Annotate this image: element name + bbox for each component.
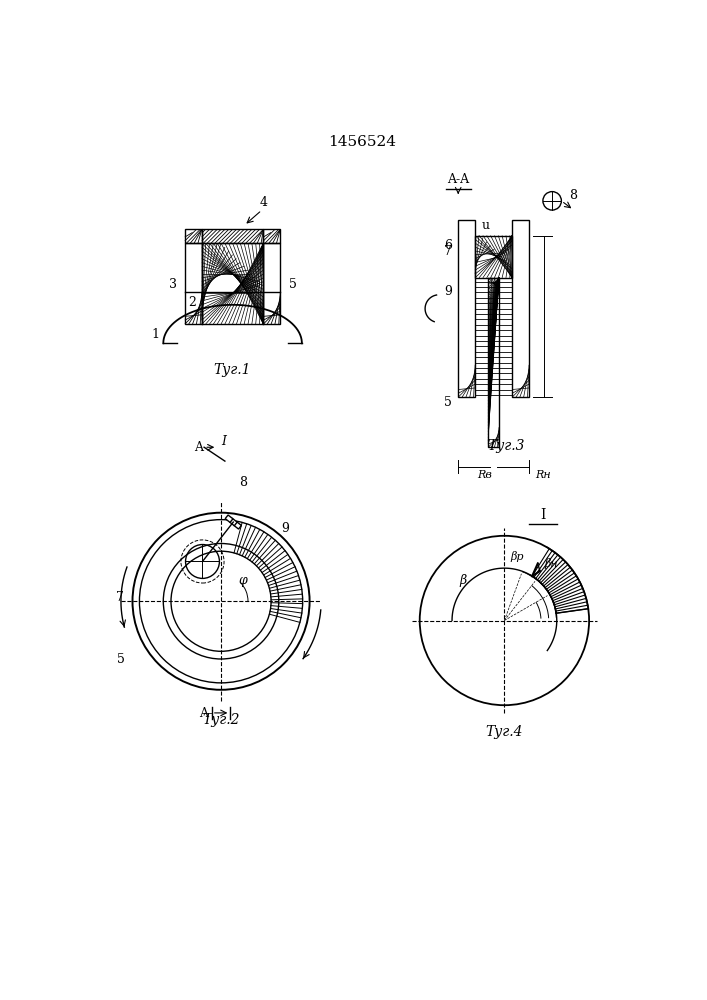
Text: Τуг.2: Τуг.2 — [202, 713, 240, 727]
Bar — [185, 229, 201, 243]
Bar — [264, 229, 281, 243]
Text: 3: 3 — [168, 278, 177, 291]
Text: β: β — [460, 574, 467, 587]
Text: 9: 9 — [444, 285, 452, 298]
Text: 7: 7 — [444, 245, 452, 258]
Text: A: A — [199, 707, 209, 720]
Text: 5: 5 — [444, 396, 452, 409]
Text: Τуг.1: Τуг.1 — [214, 363, 252, 377]
Text: A: A — [194, 441, 203, 454]
Text: 7: 7 — [115, 591, 124, 604]
Text: A-A: A-A — [447, 173, 469, 186]
Text: 2: 2 — [189, 296, 197, 309]
Bar — [185, 243, 201, 324]
Text: 8: 8 — [569, 189, 577, 202]
Text: 9: 9 — [281, 522, 289, 535]
Text: Τуг.4: Τуг.4 — [486, 725, 523, 739]
Bar — [458, 220, 475, 397]
Bar — [475, 235, 512, 278]
Text: Rн: Rн — [535, 470, 551, 480]
Bar — [201, 243, 264, 324]
Text: 8: 8 — [240, 476, 247, 489]
Bar — [512, 220, 529, 397]
Bar — [230, 518, 237, 526]
Text: 5: 5 — [288, 278, 297, 291]
Text: φ: φ — [238, 574, 247, 587]
Bar — [264, 243, 281, 324]
Text: 6: 6 — [444, 239, 452, 252]
Text: Τуг.3: Τуг.3 — [487, 439, 525, 453]
Text: 1: 1 — [151, 328, 160, 341]
Text: 1456524: 1456524 — [328, 135, 396, 149]
Text: 4: 4 — [259, 196, 267, 209]
Bar — [226, 515, 233, 522]
Text: βн: βн — [544, 558, 559, 569]
Bar — [201, 229, 264, 243]
Bar — [234, 522, 241, 529]
Bar — [489, 278, 499, 447]
Text: u: u — [481, 219, 489, 232]
Text: 5: 5 — [117, 653, 125, 666]
Text: Rв: Rв — [477, 470, 491, 480]
Text: I: I — [221, 435, 226, 448]
Text: βр: βр — [510, 551, 524, 562]
Text: I: I — [540, 508, 546, 522]
